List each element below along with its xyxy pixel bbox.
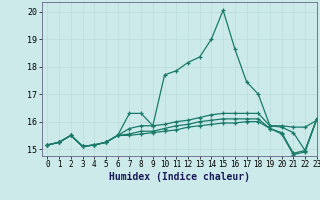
X-axis label: Humidex (Indice chaleur): Humidex (Indice chaleur) [109, 172, 250, 182]
